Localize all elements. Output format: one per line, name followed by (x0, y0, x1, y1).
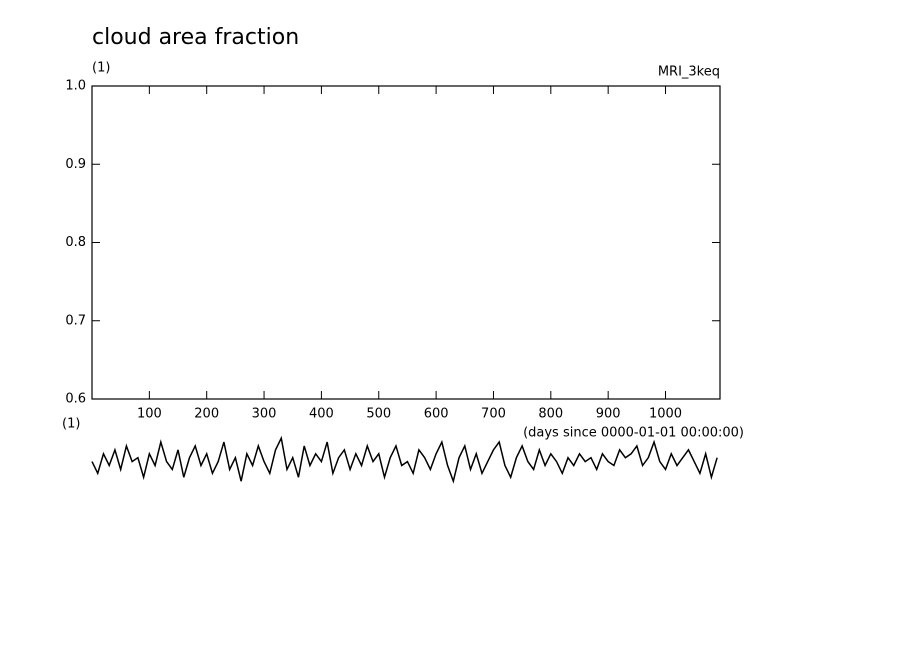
x-tick-label: 400 (309, 407, 334, 422)
x-tick-label: 100 (137, 407, 162, 422)
x-tick-label: 800 (538, 407, 563, 422)
plot-frame (91, 85, 721, 400)
y-tick-label: 0.8 (65, 235, 86, 250)
y-tick-label: 0.6 (65, 392, 86, 407)
x-tick-label: 900 (596, 407, 621, 422)
x-tick-label: 600 (424, 407, 449, 422)
y-tick-label: 0.9 (65, 157, 86, 172)
chart-title: cloud area fraction (92, 25, 299, 50)
model-label: MRI_3keq (658, 65, 720, 80)
y-tick-label: 1.0 (65, 79, 86, 94)
x-tick-label: 500 (366, 407, 391, 422)
x-tick-label: 1000 (649, 407, 682, 422)
x-tick-label: 300 (252, 407, 277, 422)
data-line (91, 435, 718, 484)
y-tick-label: 0.7 (65, 313, 86, 328)
y-unit: (1) (92, 61, 110, 76)
x-axis-label: (days since 0000-01-01 00:00:00) (523, 426, 744, 441)
x-tick-label: 200 (194, 407, 219, 422)
x-tick-label: 700 (481, 407, 506, 422)
lower-unit: (1) (62, 417, 80, 432)
